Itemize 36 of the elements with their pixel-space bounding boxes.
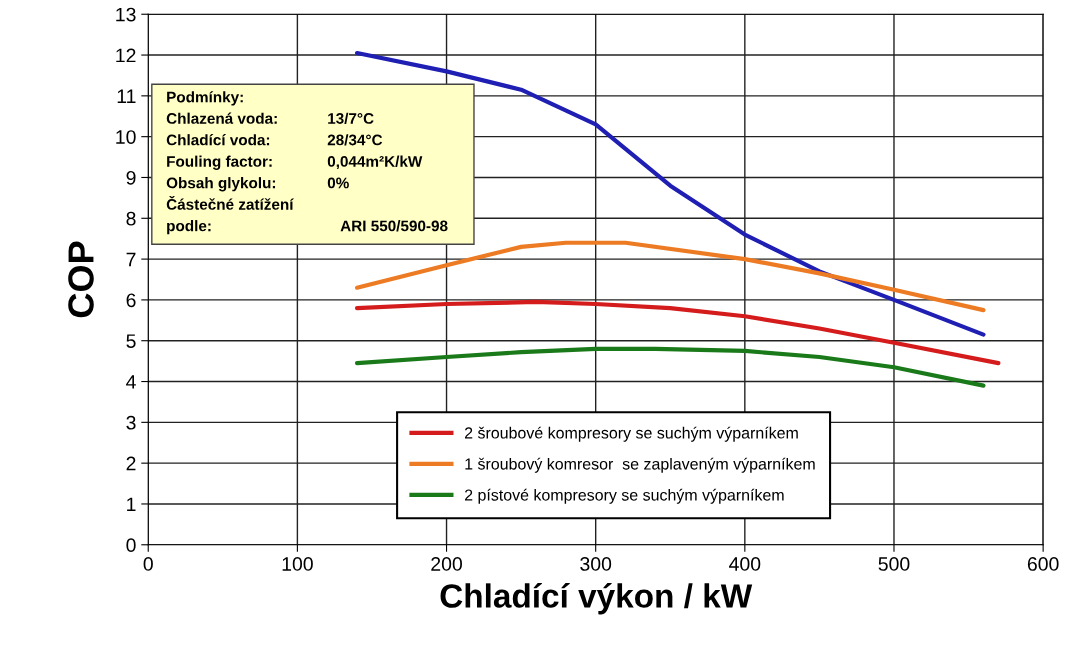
text: Chlazená voda: 13/7°C [166,112,374,125]
x-tick-label: 500 [878,557,910,571]
x-tick-label: 300 [580,557,612,571]
text: Chladící voda: 28/34°C [166,134,383,146]
y-tick-label: 6 [126,293,136,308]
line-series [354,299,1001,366]
text: podle: ARI 550/590-98 [167,220,448,235]
x-tick-label: 200 [431,557,462,571]
y-tick-label: 12 [116,48,136,63]
legend-label: 2 šroubové kompresory se suchým výparníkem [464,426,798,442]
x-tick-label: 0 [143,557,153,571]
y-tick-label: 2 [126,456,136,471]
y-tick-label: 9 [126,170,136,185]
y-axis-title: COP [68,241,94,318]
y-tick-label: 5 [126,334,136,348]
x-tick-label: 600 [1027,557,1059,571]
x-tick-label: 400 [729,557,761,571]
y-tick-label: 8 [126,211,136,226]
annotation: Částečné zatížení [166,195,294,210]
legend-label: 2 pístové kompresory se suchým výparníkem [464,488,784,504]
line-series [354,240,986,313]
y-tick-label: 1 [127,497,136,512]
line-series [354,346,986,388]
y-tick-label: 13 [116,7,136,22]
legend-label: 1 šroubový komresor se zaplaveným výparníkem [465,457,815,473]
x-axis-title: Chladící výkon / kW [440,583,753,615]
text: Fouling factor: 0,044m²K/kW [167,155,423,170]
y-tick-label: 4 [126,375,136,389]
y-tick-label: 3 [126,415,136,430]
text: Obsah glykolu: 0% [166,177,349,192]
y-tick-label: 7 [126,252,136,267]
y-tick-label: 10 [116,130,136,144]
y-tick-label: 0 [126,538,136,553]
y-tick-label: 11 [117,89,136,103]
x-tick-label: 100 [282,557,313,571]
annotation: Podmínky: [167,91,243,106]
